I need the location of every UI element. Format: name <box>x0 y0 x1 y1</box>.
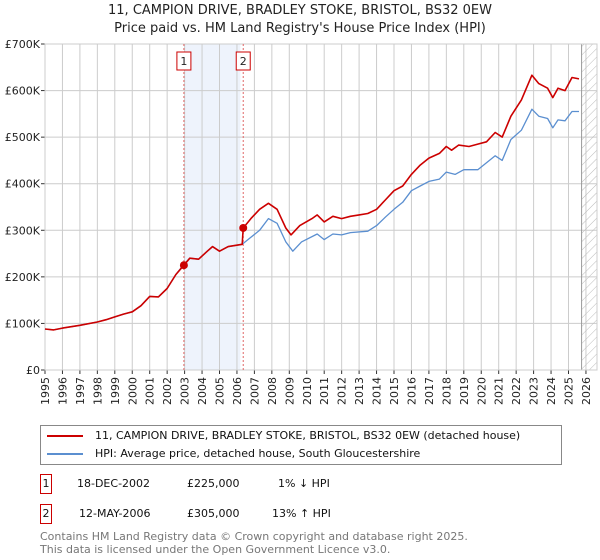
y-tick-label: £500K <box>5 131 41 144</box>
chart-title: 11, CAMPION DRIVE, BRADLEY STOKE, BRISTO… <box>108 3 492 18</box>
chart-subtitle: Price paid vs. HM Land Registry's House … <box>114 21 486 36</box>
forecast-hatch <box>581 44 597 370</box>
x-tick-label: 2003 <box>179 377 192 405</box>
y-tick-label: £400K <box>5 178 41 191</box>
sale-marker-label: 2 <box>240 55 247 68</box>
footer-line: This data is licensed under the Open Gov… <box>40 543 391 556</box>
x-tick-label: 2007 <box>248 377 261 405</box>
sale-point <box>179 261 188 270</box>
legend-item-property: 11, CAMPION DRIVE, BRADLEY STOKE, BRISTO… <box>47 429 520 443</box>
x-tick-label: 2018 <box>440 377 453 405</box>
legend-label: 11, CAMPION DRIVE, BRADLEY STOKE, BRISTO… <box>95 429 521 442</box>
y-tick-label: £600K <box>5 85 41 98</box>
y-tick-label: £200K <box>5 271 41 284</box>
x-tick-label: 2013 <box>353 377 366 405</box>
x-tick-label: 2002 <box>161 377 174 405</box>
x-tick-label: 2016 <box>405 377 418 405</box>
transaction-marker: 2 <box>40 504 52 524</box>
sale-marker-box <box>235 51 251 71</box>
x-tick-label: 2000 <box>126 377 139 405</box>
property-price-line <box>44 74 580 331</box>
x-tick-label: 2023 <box>528 377 541 405</box>
transaction-row: 1 18-DEC-2002 £225,000 1% ↓ HPI <box>40 474 440 494</box>
x-tick-label: 1999 <box>109 377 122 405</box>
x-tick-label: 1996 <box>56 377 69 405</box>
x-tick-label: 2004 <box>196 377 209 405</box>
transaction-hpi: 1% ↓ HPI <box>278 477 330 490</box>
transaction-price: £305,000 <box>187 507 240 520</box>
shaded-period <box>184 44 241 370</box>
x-tick-label: 1998 <box>91 377 104 405</box>
y-tick-label: £700K <box>5 38 41 51</box>
x-tick-label: 2014 <box>371 377 384 405</box>
chart: 1995 1996 1997 1998 1999 2000 2001 2002 2003 2004… <box>5 38 598 405</box>
x-tick-label: 2010 <box>301 377 314 405</box>
x-tick-label: 2011 <box>318 377 331 405</box>
transaction-date: 12-MAY-2006 <box>79 507 151 520</box>
x-tick-label: 2009 <box>283 377 296 405</box>
y-tick-label: £0 <box>26 364 40 377</box>
legend-swatch-red <box>47 435 83 437</box>
x-tick-label: 2015 <box>388 377 401 405</box>
transaction-date: 18-DEC-2002 <box>77 477 151 490</box>
sale-point <box>239 223 248 232</box>
transaction-hpi: 13% ↑ HPI <box>272 507 331 520</box>
x-tick-label: 2026 <box>580 377 593 405</box>
x-tick-label: 2006 <box>231 377 244 405</box>
y-tick-label: £300K <box>5 224 41 237</box>
footer: Contains HM Land Registry data © Crown c… <box>40 530 468 556</box>
y-tick-label: £100K <box>5 317 41 330</box>
legend: 11, CAMPION DRIVE, BRADLEY STOKE, BRISTO… <box>40 425 562 465</box>
x-tick-label: 2024 <box>545 377 558 405</box>
sale-marker-box <box>176 51 192 71</box>
transaction-price: £225,000 <box>187 477 240 490</box>
sale-marker-label: 1 <box>180 55 187 68</box>
x-tick-label: 2021 <box>493 377 506 405</box>
x-tick-label: 2025 <box>563 377 576 405</box>
transaction-row: 2 12-MAY-2006 £305,000 13% ↑ HPI <box>40 504 440 524</box>
x-tick-label: 2019 <box>458 377 471 405</box>
x-tick-label: 1995 <box>39 377 52 405</box>
legend-label: HPI: Average price, detached house, Sout… <box>95 447 421 460</box>
x-tick-label: 2001 <box>144 377 157 405</box>
footer-line: Contains HM Land Registry data © Crown c… <box>40 530 468 543</box>
x-tick-label: 2012 <box>336 377 349 405</box>
x-tick-label: 2017 <box>423 377 436 405</box>
plot-border <box>44 43 598 371</box>
x-tick-label: 2005 <box>214 377 227 405</box>
legend-item-hpi: HPI: Average price, detached house, Sout… <box>47 447 420 461</box>
transaction-marker: 1 <box>40 474 52 494</box>
x-tick-label: 2008 <box>266 377 279 405</box>
x-tick-label: 1997 <box>74 377 87 405</box>
x-tick-label: 2022 <box>510 377 523 405</box>
x-tick-label: 2020 <box>475 377 488 405</box>
legend-swatch-blue <box>47 453 83 455</box>
